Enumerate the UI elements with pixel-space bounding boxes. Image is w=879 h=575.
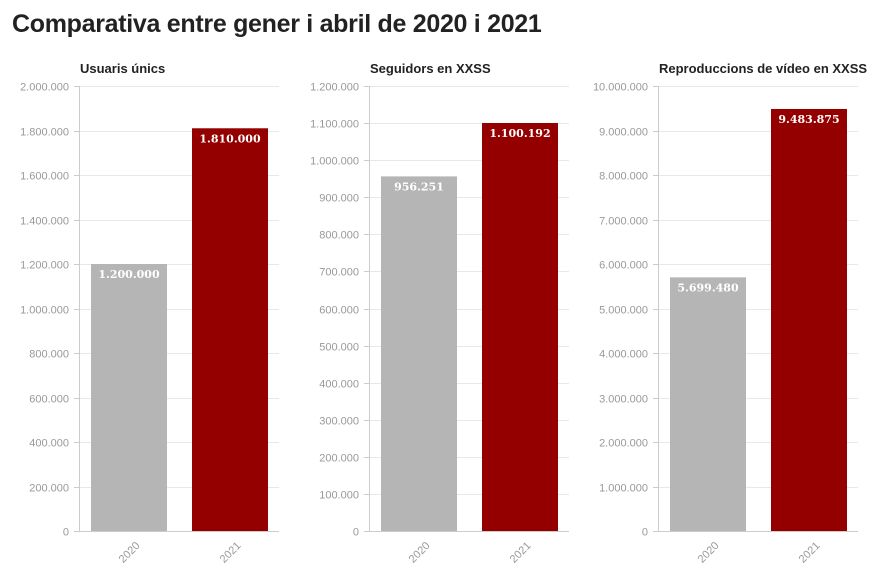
x-tick-label: 2021 xyxy=(508,540,534,566)
y-tick-label: 0 xyxy=(353,527,359,539)
bar-2020 xyxy=(670,277,746,531)
data-label: 5.699.480 xyxy=(677,281,739,294)
y-tick-label: 1.600.000 xyxy=(20,171,69,183)
x-tick-label: 2020 xyxy=(117,540,143,566)
y-tick-label: 1.100.000 xyxy=(310,119,359,131)
y-tick-label: 600.000 xyxy=(29,394,69,406)
y-tick-label: 9.000.000 xyxy=(599,127,648,139)
y-tick-label: 1.200.000 xyxy=(20,260,69,272)
y-tick-label: 10.000.000 xyxy=(593,82,648,94)
x-tick-label: 2021 xyxy=(797,540,823,566)
y-tick-label: 100.000 xyxy=(319,490,359,502)
y-tick-label: 400.000 xyxy=(29,438,69,450)
y-tick-label: 1.200.000 xyxy=(310,82,359,94)
bar-2020 xyxy=(91,264,167,531)
chart-title: Comparativa entre gener i abril de 2020 … xyxy=(12,10,542,38)
y-tick-label: 800.000 xyxy=(319,230,359,242)
bar-2021 xyxy=(482,123,558,531)
y-tick-label: 700.000 xyxy=(319,267,359,279)
y-tick-label: 1.400.000 xyxy=(20,216,69,228)
data-label: 9.483.875 xyxy=(778,113,839,126)
y-tick-label: 6.000.000 xyxy=(599,260,648,272)
x-tick-label: 2021 xyxy=(218,540,244,566)
y-tick-label: 3.000.000 xyxy=(599,394,648,406)
y-tick-label: 300.000 xyxy=(319,416,359,428)
y-tick-label: 2.000.000 xyxy=(599,438,648,450)
data-label: 956.251 xyxy=(394,180,444,193)
y-tick-label: 0 xyxy=(642,527,648,539)
y-tick-label: 600.000 xyxy=(319,305,359,317)
y-tick-label: 200.000 xyxy=(29,483,69,495)
data-label: 1.810.000 xyxy=(199,132,261,145)
y-tick-label: 500.000 xyxy=(319,342,359,354)
y-tick-label: 7.000.000 xyxy=(599,216,648,228)
panel-title: Seguidors en XXSS xyxy=(370,61,491,76)
y-tick-label: 800.000 xyxy=(29,349,69,361)
y-tick-label: 400.000 xyxy=(319,379,359,391)
y-tick-label: 900.000 xyxy=(319,193,359,205)
y-tick-label: 0 xyxy=(63,527,69,539)
y-tick-label: 5.000.000 xyxy=(599,305,648,317)
y-tick-label: 8.000.000 xyxy=(599,171,648,183)
y-tick-label: 4.000.000 xyxy=(599,349,648,361)
y-tick-label: 2.000.000 xyxy=(20,82,69,94)
data-label: 1.200.000 xyxy=(98,268,160,281)
x-tick-label: 2020 xyxy=(696,540,722,566)
bar-2020 xyxy=(381,176,457,531)
y-tick-label: 1.800.000 xyxy=(20,127,69,139)
data-label: 1.100.192 xyxy=(489,127,550,140)
y-tick-label: 200.000 xyxy=(319,453,359,465)
y-tick-label: 1.000.000 xyxy=(599,483,648,495)
y-tick-label: 1.000.000 xyxy=(310,156,359,168)
panel-title: Reproduccions de vídeo en XXSS xyxy=(659,61,867,76)
x-tick-label: 2020 xyxy=(407,540,433,566)
bar-2021 xyxy=(771,108,847,531)
bar-2021 xyxy=(192,128,268,531)
y-tick-label: 1.000.000 xyxy=(20,305,69,317)
panel-title: Usuaris únics xyxy=(80,61,165,76)
